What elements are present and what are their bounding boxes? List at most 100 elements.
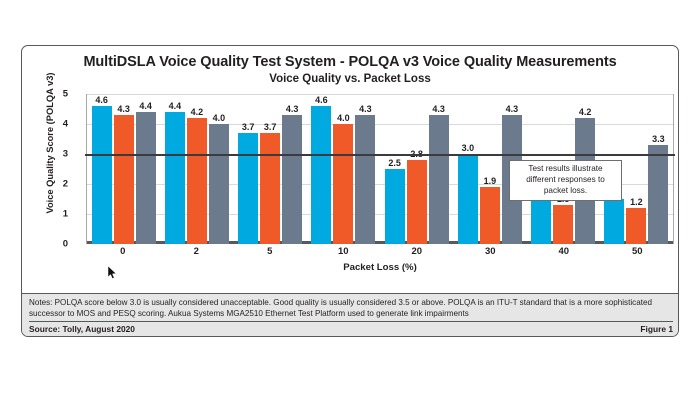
bar-value-label: 4.3 <box>432 104 445 114</box>
annotation-callout: Test results illustrate different respon… <box>509 160 622 202</box>
x-axis-tick: 10 <box>337 246 349 257</box>
y-axis-ticks: 5 4 3 2 1 0 <box>46 89 68 250</box>
bar <box>135 112 156 244</box>
bar-group: 4.4 4.2 4.0 <box>160 94 233 244</box>
bar-value-label: 4.3 <box>117 104 130 114</box>
gridline <box>87 214 673 215</box>
title-block: MultiDSLA Voice Quality Test System - PO… <box>22 46 678 87</box>
bar <box>260 133 281 244</box>
bar-wrapper: 1.2 <box>626 94 647 244</box>
bar <box>186 118 207 244</box>
notes-text: Notes: POLQA score below 3.0 is usually … <box>29 298 652 318</box>
bar-wrapper: 4.3 <box>113 94 134 244</box>
bar <box>282 115 303 244</box>
bar-group: 4.6 4.3 4.4 <box>87 94 160 244</box>
bar-wrapper: 4.6 <box>91 94 112 244</box>
x-axis-tick: 5 <box>267 246 273 257</box>
y-axis-tick: 1 <box>62 208 68 220</box>
bar-value-label: 4.4 <box>139 101 152 111</box>
footnote-block: Notes: POLQA score below 3.0 is usually … <box>22 293 678 336</box>
figure-number: Figure 1 <box>640 324 673 334</box>
bar-wrapper: 4.0 <box>208 94 229 244</box>
y-axis-tick: 5 <box>62 88 68 100</box>
bar-value-label: 4.2 <box>578 107 592 118</box>
source-row: Source: Tolly, August 2020 Figure 1 <box>29 321 673 334</box>
bar <box>626 208 647 244</box>
bar-wrapper: 3.0 <box>457 94 478 244</box>
bar-value-label: 3.0 <box>461 143 475 153</box>
bar-group: 2.5 2.8 4.3 <box>380 94 453 244</box>
bar-wrapper: 3.7 <box>260 94 281 244</box>
bar-wrapper: 4.3 <box>282 94 303 244</box>
x-axis-title: Packet Loss (%) <box>343 262 417 273</box>
y-axis-tick: 4 <box>62 118 68 130</box>
bar-wrapper: 3.3 <box>648 94 669 244</box>
bar-value-label: 3.3 <box>652 134 665 144</box>
x-axis-tick: 20 <box>411 246 423 257</box>
bar-value-label: 1.2 <box>630 197 643 207</box>
bar-value-label: 4.3 <box>505 104 519 114</box>
bar <box>333 124 354 244</box>
bar-wrapper: 4.6 <box>311 94 332 244</box>
bar-wrapper: 4.2 <box>186 94 207 244</box>
bar-value-label: 4.3 <box>285 104 299 114</box>
bar <box>457 154 478 244</box>
bar-value-label: 4.6 <box>95 95 108 105</box>
bar-wrapper: 4.3 <box>428 94 449 244</box>
x-axis-tick: 50 <box>631 246 643 257</box>
bar <box>91 106 112 244</box>
source-text: Source: Tolly, August 2020 <box>29 324 135 334</box>
bar <box>164 112 185 244</box>
bar <box>355 115 376 244</box>
y-axis-tick: 3 <box>62 148 68 160</box>
bar <box>406 160 427 244</box>
figure-frame: MultiDSLA Voice Quality Test System - PO… <box>21 45 679 337</box>
x-axis-tick: 0 <box>120 246 126 257</box>
bar-value-label: 4.3 <box>359 104 372 114</box>
bar <box>208 124 229 244</box>
bar-wrapper: 4.3 <box>355 94 376 244</box>
threshold-line <box>85 154 675 157</box>
bar-wrapper: 4.0 <box>333 94 354 244</box>
bar-wrapper: 4.4 <box>135 94 156 244</box>
bar-value-label: 3.7 <box>241 122 255 132</box>
x-axis-line <box>87 241 673 244</box>
bar <box>113 115 134 244</box>
bar-value-label: 4.2 <box>190 107 204 118</box>
x-axis-tick: 30 <box>484 246 496 257</box>
bar-wrapper: 4.4 <box>164 94 185 244</box>
bar <box>238 133 259 244</box>
bar <box>384 169 405 244</box>
bar <box>479 187 500 244</box>
bar <box>604 199 625 244</box>
bar <box>311 106 332 244</box>
bar-value-label: 2.5 <box>388 158 401 168</box>
gridline <box>87 184 673 185</box>
bar-value-label: 1.9 <box>483 176 497 186</box>
y-axis-tick: 2 <box>62 178 68 190</box>
x-axis-tick: 2 <box>193 246 199 257</box>
chart-title: MultiDSLA Voice Quality Test System - PO… <box>83 54 617 70</box>
bar-group: 4.6 4.0 4.3 <box>307 94 380 244</box>
x-axis-tick: 40 <box>558 246 570 257</box>
bar-value-label: 4.4 <box>168 101 182 111</box>
bar-group: 1.51.23.3 <box>600 94 673 244</box>
bar-value-label: 3.7 <box>263 122 277 132</box>
gridline <box>87 94 673 95</box>
bar <box>553 205 574 244</box>
bar-value-label: 4.0 <box>212 113 226 123</box>
bar-wrapper: 3.7 <box>238 94 259 244</box>
bar <box>428 115 449 244</box>
gridline <box>87 124 673 125</box>
bar <box>648 145 669 244</box>
bar-wrapper: 2.5 <box>384 94 405 244</box>
x-axis-ticks: 0 2 5 10 20 30 40 50 <box>86 246 674 257</box>
bar-wrapper: 2.8 <box>406 94 427 244</box>
y-axis-tick: 0 <box>62 238 68 250</box>
bar-value-label: 4.0 <box>337 113 350 123</box>
bar-wrapper: 1.9 <box>479 94 500 244</box>
chart-subtitle: Voice Quality vs. Packet Loss <box>269 73 431 86</box>
bar-group: 3.7 3.7 4.3 <box>234 94 307 244</box>
bar-value-label: 4.6 <box>315 95 328 105</box>
